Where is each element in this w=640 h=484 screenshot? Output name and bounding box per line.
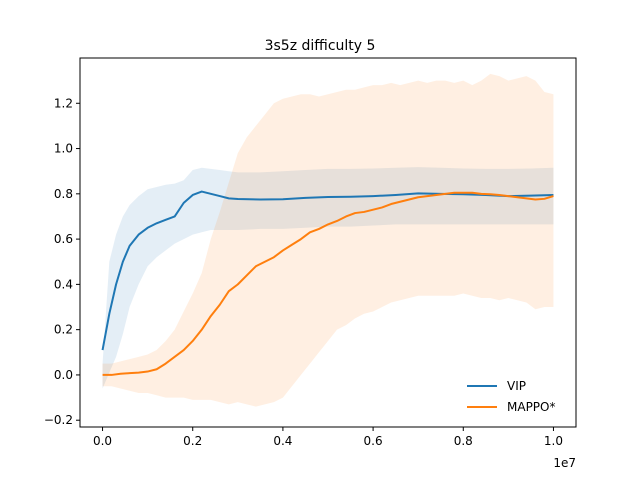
x-tick-label: 0.6 (364, 434, 383, 448)
y-tick-label: 1.2 (54, 96, 73, 110)
x-tick-label: 0.8 (454, 434, 473, 448)
plot-area-frame (79, 57, 577, 428)
legend-label-1: VIP (507, 379, 526, 393)
legend-label-2: MAPPO* (507, 400, 555, 414)
x-axis: 0.0 0.2 0.4 0.6 0.8 1.0 (93, 427, 563, 448)
x-tick-label: 0.0 (93, 434, 112, 448)
y-tick-label: 0.0 (54, 368, 73, 382)
y-tick-label: 0.6 (54, 232, 73, 246)
chart-title: 3s5z difficulty 5 (265, 38, 376, 54)
legend: VIP MAPPO* (467, 379, 555, 414)
y-tick-label: −0.2 (44, 413, 73, 427)
x-tick-label: 0.4 (273, 434, 292, 448)
y-axis: −0.2 0.0 0.2 0.4 0.6 0.8 1.0 1.2 (44, 96, 80, 427)
y-tick-label: 1.0 (54, 142, 73, 156)
x-axis-offset-label: 1e7 (553, 456, 576, 470)
y-tick-label: 0.8 (54, 187, 73, 201)
confidence-band-1 (102, 167, 554, 389)
confidence-band-2 (102, 73, 554, 407)
series-line-2 (102, 191, 554, 376)
series-lines (101, 190, 554, 376)
y-tick-label: 0.4 (54, 277, 73, 291)
x-tick-label: 1.0 (544, 434, 563, 448)
x-tick-label: 0.2 (183, 434, 202, 448)
confidence-bands (102, 73, 554, 407)
y-tick-label: 0.2 (54, 323, 73, 337)
